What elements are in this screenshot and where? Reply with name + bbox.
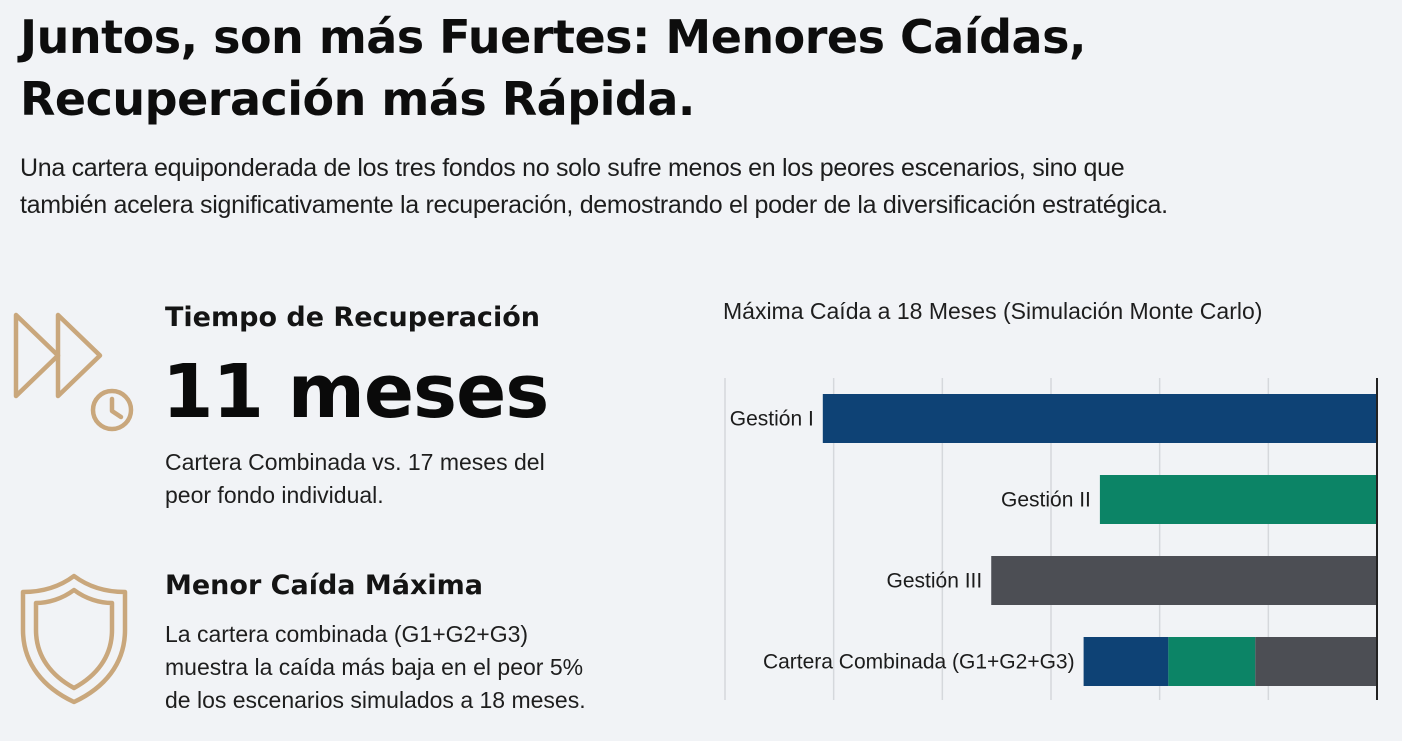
bar-segment-1 (1083, 637, 1169, 686)
page-subtitle: Una cartera equiponderada de los tres fo… (20, 150, 1395, 224)
recovery-desc-line-2: peor fondo individual. (165, 482, 384, 508)
category-label: Cartera Combinada (G1+G2+G3) (763, 651, 1075, 674)
fast-forward-clock-icon (13, 312, 134, 432)
drawdown-desc-line-2: muestra la caída más baja en el peor 5% (165, 654, 584, 680)
category-label: Gestión III (887, 570, 983, 593)
bar-2 (1099, 475, 1377, 524)
drawdown-desc-line-1: La cartera combinada (G1+G2+G3) (165, 621, 529, 647)
drawdown-desc-line-3: de los escenarios simulados a 18 meses. (165, 687, 586, 713)
bar-1 (822, 394, 1377, 443)
bar-segment-3 (1255, 637, 1377, 686)
drawdown-bar-chart: Gestión I Gestión II Gestión III Cartera Co… (724, 378, 1378, 700)
recovery-desc-line-1: Cartera Combinada vs. 17 meses del (165, 449, 545, 475)
recovery-value: 11 meses (162, 349, 549, 435)
page-title: Juntos, son más Fuertes: Menores Caídas,… (20, 6, 1380, 130)
subtitle-line-2: también acelera significativamente la re… (20, 191, 1168, 219)
drawdown-description: La cartera combinada (G1+G2+G3) muestra … (165, 618, 685, 717)
category-label: Gestión I (730, 408, 814, 431)
shield-icon (20, 573, 128, 705)
category-label: Gestión II (1001, 489, 1091, 512)
title-line-1: Juntos, son más Fuertes: Menores Caídas, (20, 10, 1086, 64)
drawdown-heading: Menor Caída Máxima (165, 570, 484, 601)
bar-segment-2 (1168, 637, 1256, 686)
chart-title: Máxima Caída a 18 Meses (Simulación Mont… (723, 298, 1263, 324)
bar-3 (991, 556, 1377, 605)
recovery-heading: Tiempo de Recuperación (165, 302, 540, 333)
recovery-description: Cartera Combinada vs. 17 meses del peor … (165, 446, 685, 512)
subtitle-line-1: Una cartera equiponderada de los tres fo… (20, 154, 1125, 182)
title-line-2: Recuperación más Rápida. (20, 72, 695, 126)
